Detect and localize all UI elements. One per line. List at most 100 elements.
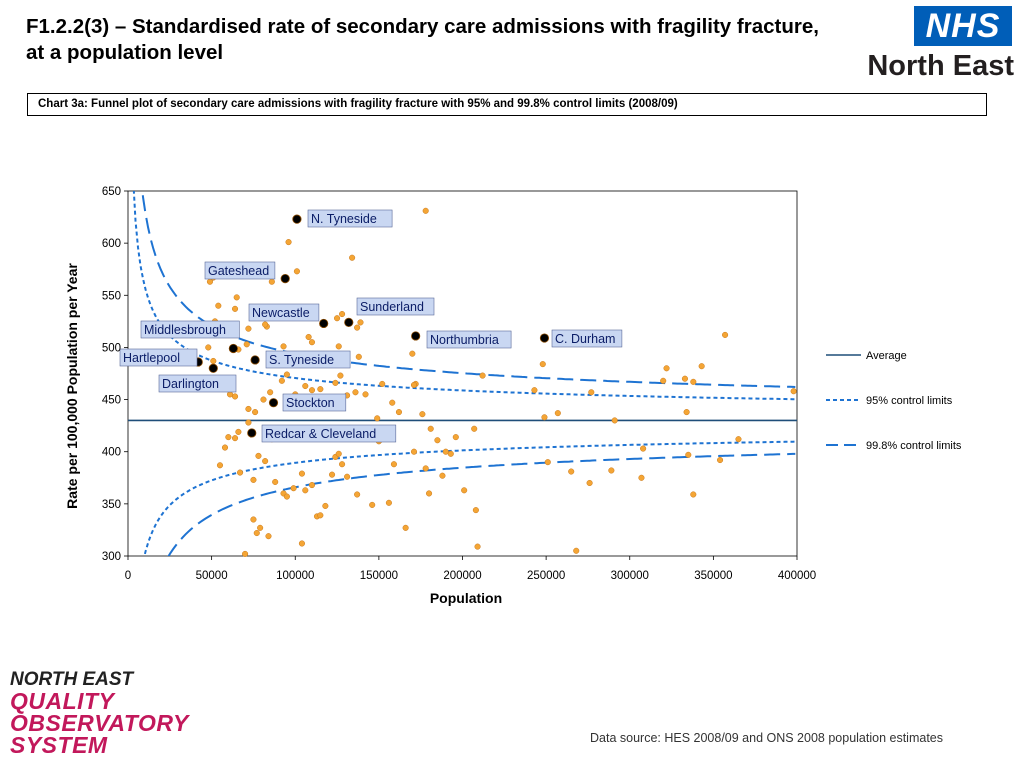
practice-point [439, 472, 446, 479]
region-point [208, 363, 218, 373]
practice-point [379, 380, 386, 387]
practice-point [344, 473, 351, 480]
practice-point [335, 450, 342, 457]
practice-point [278, 377, 285, 384]
practice-point [298, 540, 305, 547]
x-tick-label: 150000 [360, 570, 398, 582]
practice-point [250, 476, 257, 483]
practice-point [389, 399, 396, 406]
practice-point [253, 530, 260, 537]
chart-caption: Chart 3a: Funnel plot of secondary care … [27, 93, 987, 116]
region-point [228, 343, 238, 354]
practice-point [355, 353, 362, 360]
practice-point [250, 516, 257, 523]
practice-point [434, 437, 441, 444]
practice-point [233, 294, 240, 301]
practice-point [663, 365, 670, 372]
region-points: N. Tyneside Gateshead Newcastle Sunderland M… [119, 209, 623, 443]
region-point [344, 317, 354, 327]
practice-point [255, 452, 262, 459]
practice-point [681, 375, 688, 382]
y-tick-label: 600 [102, 238, 121, 250]
practice-point [568, 468, 575, 475]
practice-point [685, 451, 692, 458]
practice-point [262, 458, 269, 465]
practice-point [267, 389, 274, 396]
practice-point [243, 341, 250, 348]
region-label: Hartlepool [123, 351, 180, 365]
y-tick-label: 400 [102, 447, 121, 459]
practice-point [588, 389, 595, 396]
practice-point [317, 512, 324, 519]
practice-point [422, 465, 429, 472]
y-tick-label: 300 [102, 551, 121, 563]
x-tick-label: 50000 [196, 570, 228, 582]
practice-point [427, 425, 434, 432]
practice-point [541, 414, 548, 421]
practice-point [245, 405, 252, 413]
x-tick-label: 300000 [611, 570, 649, 582]
practice-point [586, 479, 593, 487]
region-label: N. Tyneside [311, 212, 377, 226]
slide-title: F1.2.2(3) – Standardised rate of seconda… [26, 15, 819, 64]
practice-points [205, 207, 797, 557]
practice-point [280, 343, 287, 350]
region-label: Middlesbrough [144, 323, 226, 337]
practice-point [638, 474, 645, 481]
practice-point [302, 487, 309, 494]
practice-point [210, 357, 217, 365]
practice-point [226, 391, 234, 398]
practice-point [317, 386, 324, 393]
region-label-box [282, 393, 347, 412]
nhs-logo-box: NHS [914, 6, 1012, 46]
practice-point [690, 491, 697, 498]
practice-point [354, 324, 361, 331]
x-tick-label: 200000 [443, 570, 481, 582]
practice-point [419, 411, 426, 418]
x-tick-label: 250000 [527, 570, 565, 582]
practice-point [390, 461, 397, 468]
region-label: Northumbria [430, 333, 499, 347]
practice-point [237, 469, 244, 476]
y-axis-title: Rate per 100,000 Population per Year [64, 263, 80, 509]
practice-point [442, 448, 449, 455]
lower-95-limit [143, 440, 796, 556]
practice-point [352, 389, 359, 396]
practice-point [337, 372, 344, 379]
y-tick-label: 550 [102, 290, 121, 302]
practice-point [472, 507, 479, 514]
practice-point [452, 434, 459, 441]
plot-area-border [127, 190, 798, 557]
practice-point [231, 393, 239, 400]
legend-label: 95% control limits [866, 395, 953, 407]
practice-point [374, 415, 381, 422]
region-label-box [204, 261, 276, 280]
region-point [247, 428, 257, 438]
legend-label: Average [866, 350, 907, 362]
practice-point [285, 239, 292, 246]
practice-point [225, 434, 232, 441]
practice-point [302, 382, 309, 390]
region-point [250, 355, 260, 365]
practice-point [790, 388, 797, 395]
region-label-box [356, 297, 435, 316]
practice-point [293, 268, 300, 275]
region-label: Darlington [162, 377, 219, 391]
region-point [319, 318, 329, 329]
control-limits [132, 191, 796, 556]
practice-point [260, 396, 267, 403]
practice-point [357, 319, 364, 326]
region-label-box [307, 209, 393, 228]
practice-point [573, 547, 580, 554]
y-tick-label: 650 [102, 186, 121, 198]
practice-point [205, 344, 212, 351]
practice-point [409, 350, 416, 357]
upper-95-limit [132, 191, 796, 401]
region-point [268, 398, 279, 408]
y-tick-label: 500 [102, 342, 121, 354]
practice-point [447, 450, 454, 457]
practice-point [283, 371, 290, 378]
practice-point [608, 467, 615, 474]
practice-point [349, 254, 356, 261]
